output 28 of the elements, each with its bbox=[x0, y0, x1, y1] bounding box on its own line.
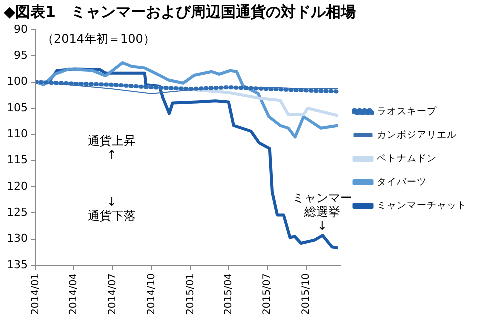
annotation: （2014年初＝100） bbox=[42, 32, 156, 46]
y-tick-label: 130 bbox=[6, 232, 28, 246]
x-tick-label: 2015/07 bbox=[262, 273, 273, 316]
x-tick-label: 2015/10 bbox=[300, 273, 312, 316]
annotation: ↓ 通貨下落 bbox=[88, 194, 136, 223]
legend-label: タイバーツ bbox=[377, 176, 427, 188]
y-tick-label: 95 bbox=[14, 49, 28, 62]
x-tick-label: 2015/01 bbox=[185, 273, 196, 316]
y-tick-label: 90 bbox=[14, 22, 28, 36]
legend-label: ミャンマーチャット bbox=[377, 200, 467, 212]
chart-title: ◆図表1 ミャンマーおよび周辺国通貨の対ドル相場 bbox=[4, 2, 356, 21]
y-tick-label: 105 bbox=[6, 101, 28, 114]
legend-label: カンボジアリエル bbox=[377, 130, 457, 141]
legend-label: ベトナムドン bbox=[377, 153, 437, 164]
annotation: 通貨上昇 ↑ bbox=[88, 134, 136, 162]
x-tick-label: 2015/04 bbox=[223, 273, 234, 316]
x-tick-label: 2014/01 bbox=[30, 273, 42, 316]
x-tick-label: 2014/04 bbox=[68, 273, 80, 316]
legend-label: ラオスキープ bbox=[377, 105, 438, 118]
y-tick-label: 110 bbox=[6, 128, 28, 141]
annotation: ミャンマー総選挙 ↓ bbox=[292, 190, 352, 233]
y-tick-label: 125 bbox=[6, 206, 28, 219]
x-tick-label: 2014/07 bbox=[107, 273, 118, 316]
x-tick-label: 2014/10 bbox=[146, 273, 158, 316]
y-tick-label: 135 bbox=[6, 258, 28, 272]
y-tick-label: 115 bbox=[6, 154, 28, 167]
y-tick-label: 100 bbox=[6, 75, 28, 88]
y-tick-label: 120 bbox=[6, 180, 28, 193]
